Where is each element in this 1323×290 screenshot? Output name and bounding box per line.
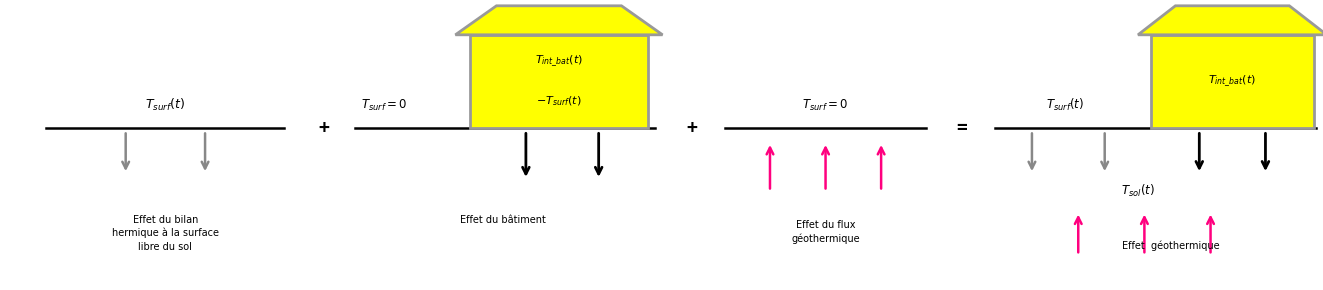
Text: +: +	[319, 119, 329, 137]
Polygon shape	[455, 6, 663, 35]
Polygon shape	[1138, 6, 1323, 35]
Text: $-T_{surf}(t)$: $-T_{surf}(t)$	[536, 95, 582, 108]
Text: $T_{int\_bat}(t)$: $T_{int\_bat}(t)$	[1208, 73, 1257, 89]
Text: Effet du bilan
hermique à la surface
libre du sol: Effet du bilan hermique à la surface lib…	[112, 215, 218, 252]
Text: +: +	[687, 119, 697, 137]
Bar	[1151, 35, 1314, 128]
Text: =: =	[957, 119, 967, 137]
Text: Effet du bâtiment: Effet du bâtiment	[460, 215, 545, 224]
Text: $T_{surf}(t)$: $T_{surf}(t)$	[146, 97, 185, 113]
Text: Effet  géothermique: Effet géothermique	[1122, 241, 1220, 251]
Text: $T_{sol}(t)$: $T_{sol}(t)$	[1121, 183, 1155, 200]
Text: $T_{surf} = 0$: $T_{surf} = 0$	[361, 98, 407, 113]
Text: $T_{int\_bat}(t)$: $T_{int\_bat}(t)$	[534, 53, 583, 69]
Text: $T_{surf} = 0$: $T_{surf} = 0$	[802, 98, 849, 113]
Text: $T_{surf}(t)$: $T_{surf}(t)$	[1046, 97, 1084, 113]
Bar	[470, 35, 648, 128]
Text: Effet du flux
géothermique: Effet du flux géothermique	[791, 220, 860, 244]
